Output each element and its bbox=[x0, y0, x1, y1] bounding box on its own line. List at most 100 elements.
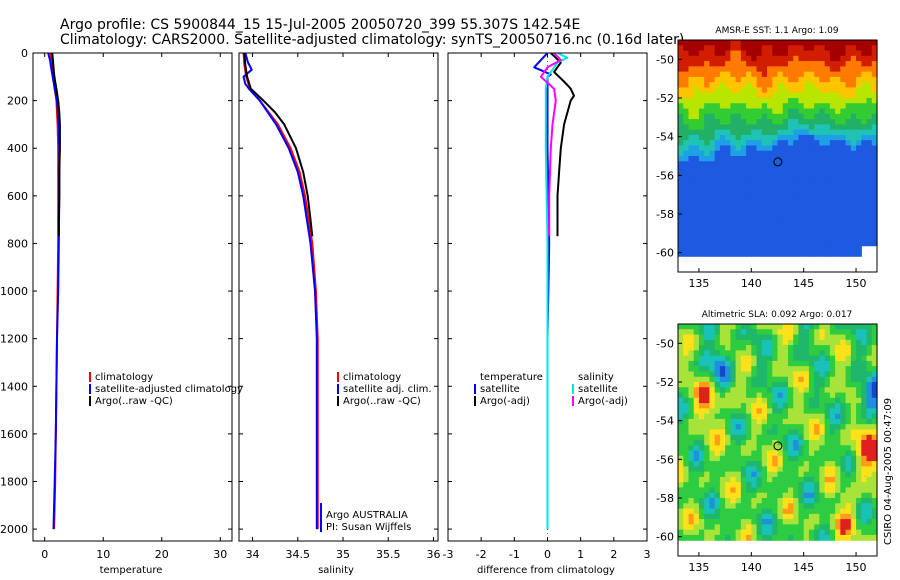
sst-grid-cell bbox=[871, 40, 878, 46]
sst-grid-cell bbox=[787, 187, 794, 194]
sst-grid-cell bbox=[871, 224, 878, 231]
sst-grid-cell bbox=[719, 82, 726, 89]
sst-grid-cell bbox=[714, 98, 721, 104]
sla-grid-cell bbox=[704, 498, 711, 504]
sst-grid-cell bbox=[704, 145, 711, 152]
sst-grid-cell bbox=[704, 192, 711, 199]
sla-grid-cell bbox=[719, 382, 726, 388]
sst-grid-cell bbox=[871, 219, 878, 226]
sla-grid-cell bbox=[793, 397, 800, 404]
sla-grid-cell bbox=[777, 424, 784, 431]
sst-grid-cell bbox=[777, 61, 784, 67]
sst-grid-cell bbox=[850, 208, 857, 215]
sla-grid-cell bbox=[751, 471, 758, 478]
sla-grid-cell bbox=[866, 534, 873, 541]
sla-grid-cell bbox=[866, 476, 873, 483]
sla-grid-cell bbox=[803, 476, 810, 483]
sla-grid-cell bbox=[871, 371, 878, 378]
sla-grid-cell bbox=[803, 339, 810, 346]
sla-grid-cell bbox=[782, 466, 789, 473]
sla-grid-cell bbox=[772, 482, 779, 489]
sla-grid-cell bbox=[693, 397, 700, 404]
sla-grid-cell bbox=[698, 508, 705, 515]
sst-grid-cell bbox=[714, 140, 721, 147]
sla-grid-cell bbox=[856, 471, 862, 478]
sla-grid-cell bbox=[803, 334, 810, 341]
sla-grid-cell bbox=[814, 355, 820, 362]
difference-xtick-label: -2 bbox=[476, 548, 487, 561]
sst-grid-cell bbox=[871, 150, 878, 157]
sst-grid-cell bbox=[683, 208, 690, 215]
sla-grid-cell bbox=[688, 471, 695, 478]
sla-grid-cell bbox=[730, 350, 737, 357]
sst-grid-cell bbox=[798, 214, 805, 220]
sla-grid-cell bbox=[688, 324, 695, 330]
sla-grid-cell bbox=[761, 529, 768, 536]
sla-grid-cell bbox=[709, 466, 716, 473]
sst-grid-cell bbox=[698, 45, 705, 52]
sst-grid-cell bbox=[730, 166, 737, 173]
sst-grid-cell bbox=[829, 134, 836, 141]
sla-grid-cell bbox=[698, 324, 705, 330]
sst-grid-cell bbox=[704, 203, 711, 210]
sla-grid-cell bbox=[787, 455, 794, 462]
sla-grid-cell bbox=[808, 392, 815, 399]
sst-grid-cell bbox=[861, 156, 868, 162]
sla-grid-cell bbox=[767, 487, 773, 494]
sla-grid-cell bbox=[861, 471, 868, 478]
sst-grid-cell bbox=[808, 198, 815, 205]
sla-grid-cell bbox=[819, 345, 826, 351]
sst-grid-cell bbox=[840, 55, 847, 62]
sla-grid-cell bbox=[793, 408, 800, 415]
sst-grid-cell bbox=[824, 145, 831, 152]
sst-grid-cell bbox=[735, 76, 742, 83]
sla-grid-cell bbox=[740, 387, 747, 394]
sla-grid-cell bbox=[683, 397, 690, 404]
sla-grid-cell bbox=[688, 519, 695, 525]
sla-grid-cell bbox=[693, 382, 700, 388]
sla-grid-cell bbox=[693, 324, 700, 330]
sst-grid-cell bbox=[740, 82, 747, 89]
sla-grid-cell bbox=[761, 461, 768, 467]
sst-grid-cell bbox=[714, 219, 721, 226]
sst-grid-cell bbox=[871, 203, 878, 210]
sst-grid-cell bbox=[782, 119, 789, 125]
sst-grid-cell bbox=[871, 140, 878, 147]
sst-grid-cell bbox=[678, 182, 684, 189]
sst-grid-cell bbox=[761, 98, 768, 104]
sst-grid-cell bbox=[772, 166, 779, 173]
sst-grid-cell bbox=[850, 203, 857, 210]
sla-grid-cell bbox=[819, 392, 826, 399]
sst-grid-cell bbox=[840, 208, 847, 215]
sla-grid-cell bbox=[856, 413, 862, 420]
sla-grid-cell bbox=[845, 360, 852, 367]
sla-grid-cell bbox=[751, 450, 758, 457]
sst-grid-cell bbox=[746, 203, 752, 210]
sla-grid-cell bbox=[714, 418, 721, 425]
sla-grid-cell bbox=[678, 371, 684, 378]
sla-grid-cell bbox=[746, 329, 752, 336]
depth-tick-label: 200 bbox=[7, 95, 28, 108]
sla-grid-cell bbox=[719, 360, 726, 367]
sla-grid-cell bbox=[850, 440, 857, 446]
sst-grid-cell bbox=[756, 61, 763, 67]
sst-grid-cell bbox=[735, 219, 742, 226]
sla-grid-cell bbox=[777, 492, 784, 499]
sst-grid-cell bbox=[871, 129, 878, 136]
sst-grid-cell bbox=[704, 187, 711, 194]
sla-grid-cell bbox=[709, 329, 716, 336]
sst-grid-cell bbox=[787, 71, 794, 78]
sst-grid-cell bbox=[704, 129, 711, 136]
sla-grid-cell bbox=[709, 339, 716, 346]
sst-grid-cell bbox=[856, 82, 862, 89]
sst-grid-cell bbox=[777, 245, 784, 252]
sla-grid-cell bbox=[704, 434, 711, 441]
sst-grid-cell bbox=[850, 98, 857, 104]
sst-grid-cell bbox=[829, 108, 836, 115]
sst-grid-cell bbox=[866, 40, 873, 46]
sst-grid-cell bbox=[798, 71, 805, 78]
sst-grid-cell bbox=[787, 98, 794, 104]
sst-grid-cell bbox=[740, 40, 747, 46]
sla-grid-cell bbox=[835, 466, 841, 473]
sla-grid-cell bbox=[829, 440, 836, 446]
